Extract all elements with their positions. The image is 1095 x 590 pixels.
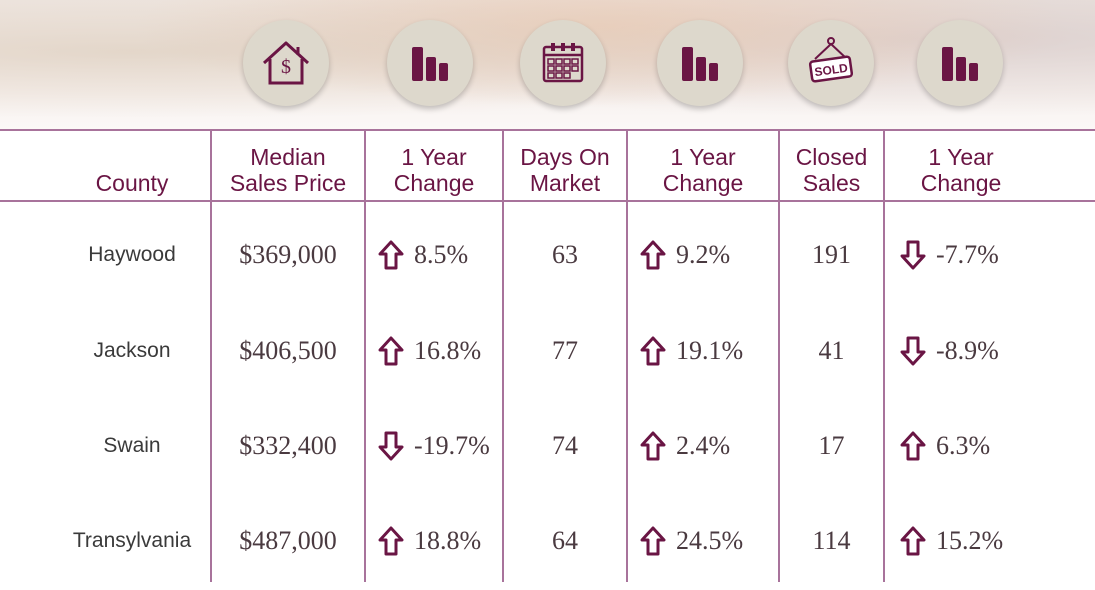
days-on-market: 74 bbox=[504, 426, 626, 466]
column-divider bbox=[502, 130, 504, 582]
change-value: 15.2% bbox=[936, 526, 1004, 555]
county-name-value: Jackson bbox=[93, 339, 171, 362]
days-on-market-change: 24.5% bbox=[640, 521, 778, 561]
arrow-up-icon bbox=[640, 431, 666, 461]
arrow-up-icon bbox=[378, 240, 404, 270]
median-sales-price: $487,000 bbox=[212, 521, 364, 561]
closed-sales: 191 bbox=[780, 235, 883, 275]
change-value: 18.8% bbox=[414, 526, 482, 555]
days-on-market: 63 bbox=[504, 235, 626, 275]
days-on-market-change: 19.1% bbox=[640, 331, 778, 371]
arrow-up-icon bbox=[378, 526, 404, 556]
bar-chart-icon bbox=[387, 20, 473, 106]
county-name: Swain bbox=[50, 426, 214, 466]
closed-sales-change: 6.3% bbox=[900, 426, 1037, 466]
median-sales-price-value: $332,400 bbox=[239, 431, 337, 460]
header-one-year-change: 1 Year Change bbox=[393, 144, 475, 196]
arrow-down-icon bbox=[378, 431, 404, 461]
header-days-on-market: Days On Market bbox=[520, 144, 610, 196]
arrow-up-icon bbox=[900, 431, 926, 461]
days-on-market-value: 64 bbox=[552, 526, 578, 555]
arrow-down-icon bbox=[900, 240, 926, 270]
svg-text:$: $ bbox=[281, 56, 291, 78]
table-top-rule bbox=[0, 129, 1095, 131]
bar-chart-icon bbox=[917, 20, 1003, 106]
arrow-down-icon bbox=[900, 336, 926, 366]
change-value: 9.2% bbox=[676, 240, 731, 269]
change-value: 6.3% bbox=[936, 431, 991, 460]
header-one-year-change: 1 Year Change bbox=[662, 144, 744, 196]
column-divider bbox=[210, 130, 212, 582]
days-on-market: 64 bbox=[504, 521, 626, 561]
bar-chart-icon bbox=[657, 20, 743, 106]
header-county: County bbox=[95, 170, 169, 196]
header-closed-sales: Closed Sales bbox=[795, 144, 868, 196]
arrow-up-icon bbox=[640, 240, 666, 270]
arrow-up-icon bbox=[900, 526, 926, 556]
change-value: 19.1% bbox=[676, 336, 744, 365]
days-on-market-value: 77 bbox=[552, 336, 578, 365]
header-one-year-change: 1 Year Change bbox=[920, 144, 1002, 196]
median-price-change: 16.8% bbox=[378, 331, 502, 371]
median-sales-price-value: $487,000 bbox=[239, 526, 337, 555]
change-value: -7.7% bbox=[936, 240, 999, 269]
median-sales-price-value: $406,500 bbox=[239, 336, 337, 365]
days-on-market-value: 63 bbox=[552, 240, 578, 269]
arrow-up-icon bbox=[640, 526, 666, 556]
calendar-icon bbox=[520, 20, 606, 106]
days-on-market-change: 2.4% bbox=[640, 426, 778, 466]
closed-sales: 41 bbox=[780, 331, 883, 371]
median-sales-price: $406,500 bbox=[212, 331, 364, 371]
days-on-market: 77 bbox=[504, 331, 626, 371]
closed-sales-change: -7.7% bbox=[900, 235, 1037, 275]
column-divider bbox=[364, 130, 366, 582]
county-name: Haywood bbox=[50, 235, 214, 275]
county-name: Transylvania bbox=[50, 521, 214, 561]
closed-sales-value: 41 bbox=[818, 336, 845, 365]
arrow-up-icon bbox=[640, 336, 666, 366]
county-name-value: Transylvania bbox=[72, 529, 192, 552]
closed-sales-value: 114 bbox=[812, 526, 851, 555]
days-on-market-change: 9.2% bbox=[640, 235, 778, 275]
sold-sign-icon: SOLD bbox=[788, 20, 874, 106]
days-on-market-value: 74 bbox=[552, 431, 578, 460]
svg-text:SOLD: SOLD bbox=[814, 61, 849, 80]
change-value: 24.5% bbox=[676, 526, 744, 555]
median-sales-price: $369,000 bbox=[212, 235, 364, 275]
county-name: Jackson bbox=[50, 331, 214, 371]
median-sales-price-value: $369,000 bbox=[239, 240, 337, 269]
column-divider bbox=[883, 130, 885, 582]
median-price-change: -19.7% bbox=[378, 426, 502, 466]
closed-sales: 114 bbox=[780, 521, 883, 561]
closed-sales: 17 bbox=[780, 426, 883, 466]
closed-sales-change: 15.2% bbox=[900, 521, 1037, 561]
column-divider bbox=[778, 130, 780, 582]
median-price-change: 18.8% bbox=[378, 521, 502, 561]
county-name-value: Swain bbox=[103, 434, 161, 457]
county-name-value: Haywood bbox=[88, 243, 176, 266]
closed-sales-value: 17 bbox=[818, 431, 845, 460]
change-value: -8.9% bbox=[936, 336, 999, 365]
change-value: 2.4% bbox=[676, 431, 731, 460]
house-dollar-icon: $ bbox=[243, 20, 329, 106]
closed-sales-value: 191 bbox=[812, 240, 851, 269]
header-median-sales-price: Median Sales Price bbox=[229, 144, 347, 196]
arrow-up-icon bbox=[378, 336, 404, 366]
column-divider bbox=[626, 130, 628, 582]
change-value: -19.7% bbox=[414, 431, 490, 460]
change-value: 8.5% bbox=[414, 240, 469, 269]
median-sales-price: $332,400 bbox=[212, 426, 364, 466]
header-bottom-rule bbox=[0, 200, 1095, 202]
closed-sales-change: -8.9% bbox=[900, 331, 1037, 371]
change-value: 16.8% bbox=[414, 336, 482, 365]
median-price-change: 8.5% bbox=[378, 235, 502, 275]
